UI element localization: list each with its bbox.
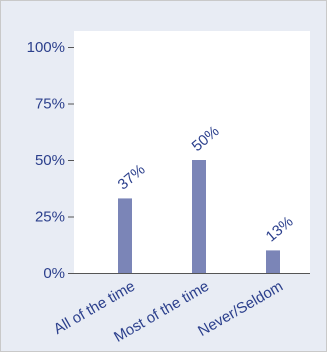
bar xyxy=(118,198,132,273)
bar xyxy=(266,250,280,273)
bars xyxy=(118,160,280,273)
y-tick-label: 100% xyxy=(27,39,65,56)
bar xyxy=(192,160,206,273)
y-axis-ticks: 0% 25% 50% 75% 100% xyxy=(27,39,74,282)
y-tick-label: 50% xyxy=(35,152,65,169)
y-tick-label: 75% xyxy=(35,96,65,113)
y-tick-label: 25% xyxy=(35,209,65,226)
y-tick-label: 0% xyxy=(43,265,65,282)
